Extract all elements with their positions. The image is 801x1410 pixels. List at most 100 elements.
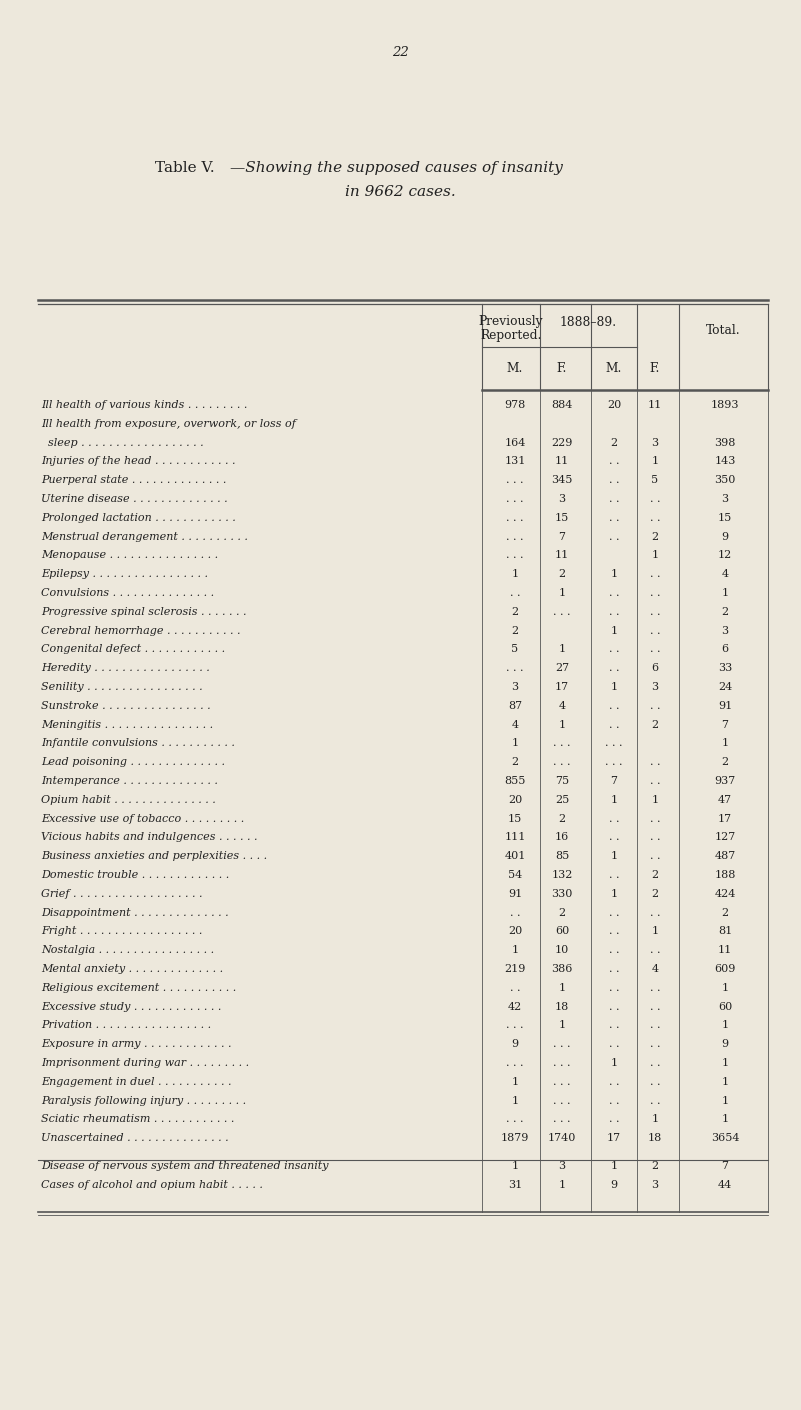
Text: . .: . . — [609, 1001, 619, 1011]
Text: Cases of alcohol and opium habit . . . . .: Cases of alcohol and opium habit . . . .… — [41, 1180, 263, 1190]
Text: . .: . . — [609, 475, 619, 485]
Text: Heredity . . . . . . . . . . . . . . . . .: Heredity . . . . . . . . . . . . . . . .… — [41, 663, 210, 673]
Text: . . .: . . . — [506, 493, 524, 503]
Text: Opium habit . . . . . . . . . . . . . . .: Opium habit . . . . . . . . . . . . . . … — [41, 795, 215, 805]
Text: 1: 1 — [722, 1058, 729, 1067]
Text: . .: . . — [650, 1021, 660, 1031]
Text: 7: 7 — [722, 719, 728, 729]
Text: 2: 2 — [651, 719, 658, 729]
Text: Menstrual derangement . . . . . . . . . .: Menstrual derangement . . . . . . . . . … — [41, 532, 248, 541]
Text: 87: 87 — [508, 701, 522, 711]
Text: 2: 2 — [558, 814, 566, 823]
Text: . .: . . — [609, 719, 619, 729]
Text: Injuries of the head . . . . . . . . . . . .: Injuries of the head . . . . . . . . . .… — [41, 457, 235, 467]
Text: . .: . . — [609, 644, 619, 654]
Text: . . .: . . . — [506, 1114, 524, 1124]
Text: 47: 47 — [718, 795, 732, 805]
Text: Paralysis following injury . . . . . . . . .: Paralysis following injury . . . . . . .… — [41, 1096, 246, 1105]
Text: Epilepsy . . . . . . . . . . . . . . . . .: Epilepsy . . . . . . . . . . . . . . . .… — [41, 570, 208, 580]
Text: 2: 2 — [511, 606, 518, 616]
Text: 937: 937 — [714, 776, 735, 785]
Text: Sunstroke . . . . . . . . . . . . . . . .: Sunstroke . . . . . . . . . . . . . . . … — [41, 701, 211, 711]
Text: Sciatic rheumatism . . . . . . . . . . . .: Sciatic rheumatism . . . . . . . . . . .… — [41, 1114, 235, 1124]
Text: 1: 1 — [558, 1180, 566, 1190]
Text: 2: 2 — [651, 1162, 658, 1172]
Text: . .: . . — [609, 964, 619, 974]
Text: . .: . . — [650, 1058, 660, 1067]
Text: . .: . . — [650, 983, 660, 993]
Text: Cerebral hemorrhage . . . . . . . . . . .: Cerebral hemorrhage . . . . . . . . . . … — [41, 626, 240, 636]
Text: . . .: . . . — [606, 757, 622, 767]
Text: 54: 54 — [508, 870, 522, 880]
Text: 1: 1 — [610, 570, 618, 580]
Text: . . .: . . . — [506, 1021, 524, 1031]
Text: . .: . . — [509, 588, 521, 598]
Text: 2: 2 — [511, 626, 518, 636]
Text: 22: 22 — [392, 45, 409, 58]
Text: 9: 9 — [722, 1039, 729, 1049]
Text: 1: 1 — [651, 550, 658, 560]
Text: . .: . . — [650, 1096, 660, 1105]
Text: . .: . . — [650, 606, 660, 616]
Text: 17: 17 — [607, 1134, 621, 1144]
Text: 1: 1 — [722, 1096, 729, 1105]
Text: . . .: . . . — [553, 739, 571, 749]
Text: F.: F. — [650, 361, 660, 375]
Text: 15: 15 — [718, 513, 732, 523]
Text: 229: 229 — [551, 437, 573, 447]
Text: 1: 1 — [558, 719, 566, 729]
Text: 1: 1 — [651, 926, 658, 936]
Text: 44: 44 — [718, 1180, 732, 1190]
Text: 2: 2 — [558, 908, 566, 918]
Text: 85: 85 — [555, 852, 570, 862]
Text: 11: 11 — [648, 400, 662, 410]
Text: Congenital defect . . . . . . . . . . . .: Congenital defect . . . . . . . . . . . … — [41, 644, 225, 654]
Text: 164: 164 — [505, 437, 525, 447]
Text: 386: 386 — [551, 964, 573, 974]
Text: Exposure in army . . . . . . . . . . . . .: Exposure in army . . . . . . . . . . . .… — [41, 1039, 231, 1049]
Text: . .: . . — [609, 606, 619, 616]
Text: 3654: 3654 — [710, 1134, 739, 1144]
Text: 219: 219 — [505, 964, 525, 974]
Text: 27: 27 — [555, 663, 569, 673]
Text: 1893: 1893 — [710, 400, 739, 410]
Text: . .: . . — [650, 493, 660, 503]
Text: 3: 3 — [511, 682, 518, 692]
Text: 1: 1 — [651, 1114, 658, 1124]
Text: Religious excitement . . . . . . . . . . .: Religious excitement . . . . . . . . . .… — [41, 983, 236, 993]
Text: . .: . . — [509, 983, 521, 993]
Text: . .: . . — [650, 814, 660, 823]
Text: . .: . . — [650, 852, 660, 862]
Text: 1: 1 — [722, 1114, 729, 1124]
Text: . .: . . — [650, 701, 660, 711]
Text: Unascertained . . . . . . . . . . . . . . .: Unascertained . . . . . . . . . . . . . … — [41, 1134, 228, 1144]
Text: 20: 20 — [607, 400, 621, 410]
Text: . .: . . — [509, 908, 521, 918]
Text: 9: 9 — [511, 1039, 518, 1049]
Text: Ill health of various kinds . . . . . . . . .: Ill health of various kinds . . . . . . … — [41, 400, 248, 410]
Text: 2: 2 — [722, 908, 729, 918]
Text: 60: 60 — [718, 1001, 732, 1011]
Text: . .: . . — [650, 1077, 660, 1087]
Text: . .: . . — [609, 493, 619, 503]
Text: . .: . . — [650, 570, 660, 580]
Text: 1: 1 — [610, 795, 618, 805]
Text: Previously: Previously — [479, 316, 543, 329]
Text: 2: 2 — [722, 606, 729, 616]
Text: 1: 1 — [722, 1021, 729, 1031]
Text: Reported.: Reported. — [481, 330, 541, 343]
Text: 1: 1 — [610, 1162, 618, 1172]
Text: . .: . . — [609, 1077, 619, 1087]
Text: Senility . . . . . . . . . . . . . . . . .: Senility . . . . . . . . . . . . . . . .… — [41, 682, 203, 692]
Text: 424: 424 — [714, 888, 735, 898]
Text: 3: 3 — [558, 493, 566, 503]
Text: sleep . . . . . . . . . . . . . . . . . .: sleep . . . . . . . . . . . . . . . . . … — [41, 437, 203, 447]
Text: . .: . . — [609, 532, 619, 541]
Text: 20: 20 — [508, 795, 522, 805]
Text: . .: . . — [650, 908, 660, 918]
Text: . . .: . . . — [506, 532, 524, 541]
Text: 17: 17 — [718, 814, 732, 823]
Text: Privation . . . . . . . . . . . . . . . . .: Privation . . . . . . . . . . . . . . . … — [41, 1021, 211, 1031]
Text: 1888–89.: 1888–89. — [560, 316, 617, 329]
Text: 5: 5 — [651, 475, 658, 485]
